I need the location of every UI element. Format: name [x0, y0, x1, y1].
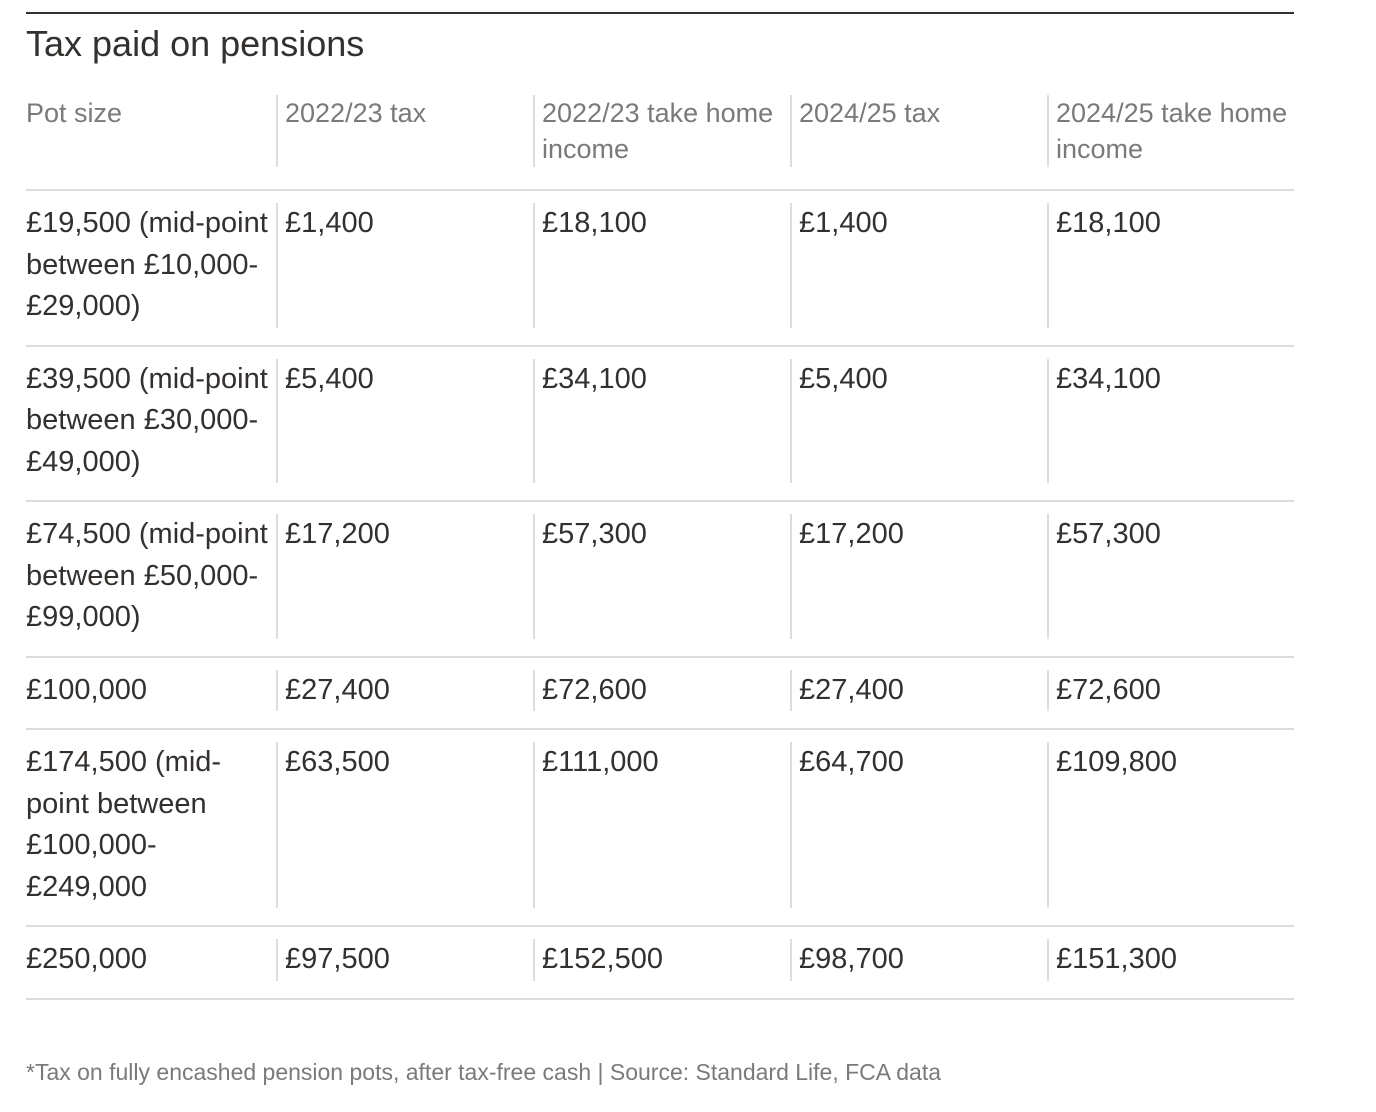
cell-text: £111,000 — [533, 742, 790, 908]
top-rule — [26, 12, 1294, 14]
cell-text: £27,400 — [276, 669, 533, 711]
title: Tax paid on pensions — [26, 23, 365, 64]
table-row: £174,500 (mid-point between £100,000-£24… — [26, 730, 1294, 927]
header-row: Pot size 2022/23 tax 2022/23 take home inc… — [26, 95, 1294, 191]
table-row: £100,000 £27,400 £72,600 £27,400 £72,600 — [26, 658, 1294, 730]
table-cell: £174,500 (mid-point between £100,000-£24… — [26, 730, 276, 925]
cell-text: £34,100 — [533, 358, 790, 483]
cell-text: £57,300 — [1047, 514, 1294, 639]
table-cell: £18,100 — [1047, 191, 1294, 345]
table-cell: £5,400 — [276, 347, 533, 501]
cell-text: £72,600 — [533, 669, 790, 711]
table-cell: £64,700 — [790, 730, 1047, 925]
table-cell: £97,500 — [276, 927, 533, 998]
cell-text: £34,100 — [1047, 358, 1294, 483]
cell-text: £17,200 — [276, 514, 533, 639]
table-row: £19,500 (mid-point between £10,000-£29,0… — [26, 191, 1294, 347]
cell-text: £151,300 — [1047, 939, 1294, 981]
table-cell: £152,500 — [533, 927, 790, 998]
cell-text: £63,500 — [276, 742, 533, 908]
cell-text: £19,500 (mid-point between £10,000-£29,0… — [26, 207, 268, 322]
table-cell: £72,600 — [1047, 658, 1294, 729]
header-cell: 2024/25 take home income — [1047, 95, 1294, 189]
table-row: £74,500 (mid-point between £50,000-£99,0… — [26, 502, 1294, 658]
header-cell: Pot size — [26, 95, 276, 189]
table-cell: £19,500 (mid-point between £10,000-£29,0… — [26, 191, 276, 345]
cell-text: £152,500 — [533, 939, 790, 981]
table-cell: £1,400 — [276, 191, 533, 345]
cell-text: £98,700 — [790, 939, 1047, 981]
table-cell: £27,400 — [276, 658, 533, 729]
cell-text: £1,400 — [790, 203, 1047, 328]
cell-text: £18,100 — [533, 203, 790, 328]
table-cell: £72,600 — [533, 658, 790, 729]
table-cell: £74,500 (mid-point between £50,000-£99,0… — [26, 502, 276, 656]
header-cell: 2022/23 tax — [276, 95, 533, 189]
table-row: £250,000 £97,500 £152,500 £98,700 £151,300 — [26, 927, 1294, 1000]
table-cell: £17,200 — [276, 502, 533, 656]
header-text: 2022/23 tax — [276, 95, 533, 167]
table-cell: £63,500 — [276, 730, 533, 925]
table-cell: £111,000 — [533, 730, 790, 925]
table-cell: £1,400 — [790, 191, 1047, 345]
table-cell: £17,200 — [790, 502, 1047, 656]
table-cell: £34,100 — [1047, 347, 1294, 501]
footnote: *Tax on fully encashed pension pots, aft… — [26, 1059, 942, 1085]
table-cell: £5,400 — [790, 347, 1047, 501]
cell-text: £74,500 (mid-point between £50,000-£99,0… — [26, 518, 268, 633]
table-cell: £100,000 — [26, 658, 276, 729]
cell-text: £5,400 — [790, 358, 1047, 483]
cell-text: £1,400 — [276, 203, 533, 328]
cell-text: £5,400 — [276, 358, 533, 483]
cell-text: £64,700 — [790, 742, 1047, 908]
cell-text: £17,200 — [790, 514, 1047, 639]
cell-text: £72,600 — [1047, 669, 1294, 711]
header-text: 2022/23 take home income — [533, 95, 790, 167]
table-row: £39,500 (mid-point between £30,000-£49,0… — [26, 347, 1294, 502]
cell-text: £18,100 — [1047, 203, 1294, 328]
header-text: 2024/25 tax — [790, 95, 1047, 167]
table-cell: £27,400 — [790, 658, 1047, 729]
header-cell: 2024/25 tax — [790, 95, 1047, 189]
table-cell: £57,300 — [533, 502, 790, 656]
table-cell: £34,100 — [533, 347, 790, 501]
cell-text: £27,400 — [790, 669, 1047, 711]
table-cell: £151,300 — [1047, 927, 1294, 998]
cell-text: £100,000 — [26, 673, 147, 706]
table-cell: £57,300 — [1047, 502, 1294, 656]
table-cell: £18,100 — [533, 191, 790, 345]
cell-text: £57,300 — [533, 514, 790, 639]
table-cell: £98,700 — [790, 927, 1047, 998]
cell-text: £39,500 (mid-point between £30,000-£49,0… — [26, 362, 268, 478]
cell-text: £250,000 — [26, 943, 147, 975]
table-cell: £109,800 — [1047, 730, 1294, 925]
header-text: 2024/25 take home income — [1047, 95, 1294, 167]
table: Pot size 2022/23 tax 2022/23 take home inc… — [26, 95, 1294, 1055]
header-cell: 2022/23 take home income — [533, 95, 790, 189]
table-cell: £39,500 (mid-point between £30,000-£49,0… — [26, 347, 276, 501]
cell-text: £109,800 — [1047, 742, 1294, 908]
cell-text: £97,500 — [276, 939, 533, 981]
table-cell: £250,000 — [26, 927, 276, 998]
header-text: Pot size — [26, 98, 123, 128]
cell-text: £174,500 (mid-point between £100,000-£24… — [26, 746, 222, 903]
